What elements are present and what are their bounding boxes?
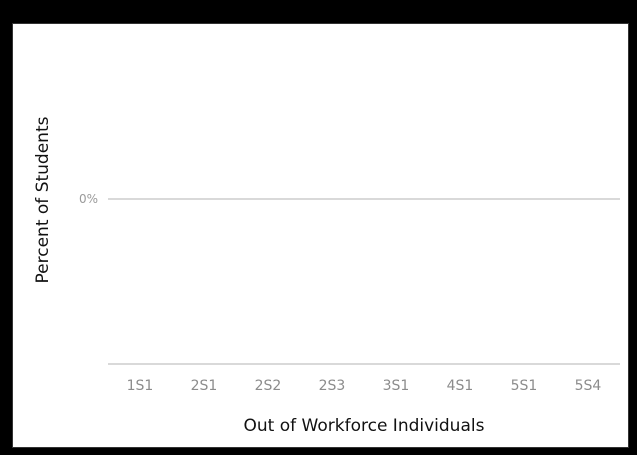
x-tick-label: 2S1 [191,378,218,394]
x-tick-label: 4S1 [447,378,474,394]
x-tick-label: 5S4 [575,378,602,394]
x-tick-label: 3S1 [383,378,410,394]
y-tick-label: 0% [79,192,98,206]
y-axis-title: Percent of Students [33,116,53,283]
x-tick-label: 5S1 [511,378,538,394]
x-axis-title: Out of Workforce Individuals [244,416,485,436]
x-tick-label: 2S3 [319,378,346,394]
chart-panel [10,21,631,450]
x-tick-labels: 1S1 2S1 2S2 2S3 3S1 4S1 5S1 5S4 [127,378,602,394]
x-tick-label: 1S1 [127,378,154,394]
x-tick-label: 2S2 [255,378,282,394]
